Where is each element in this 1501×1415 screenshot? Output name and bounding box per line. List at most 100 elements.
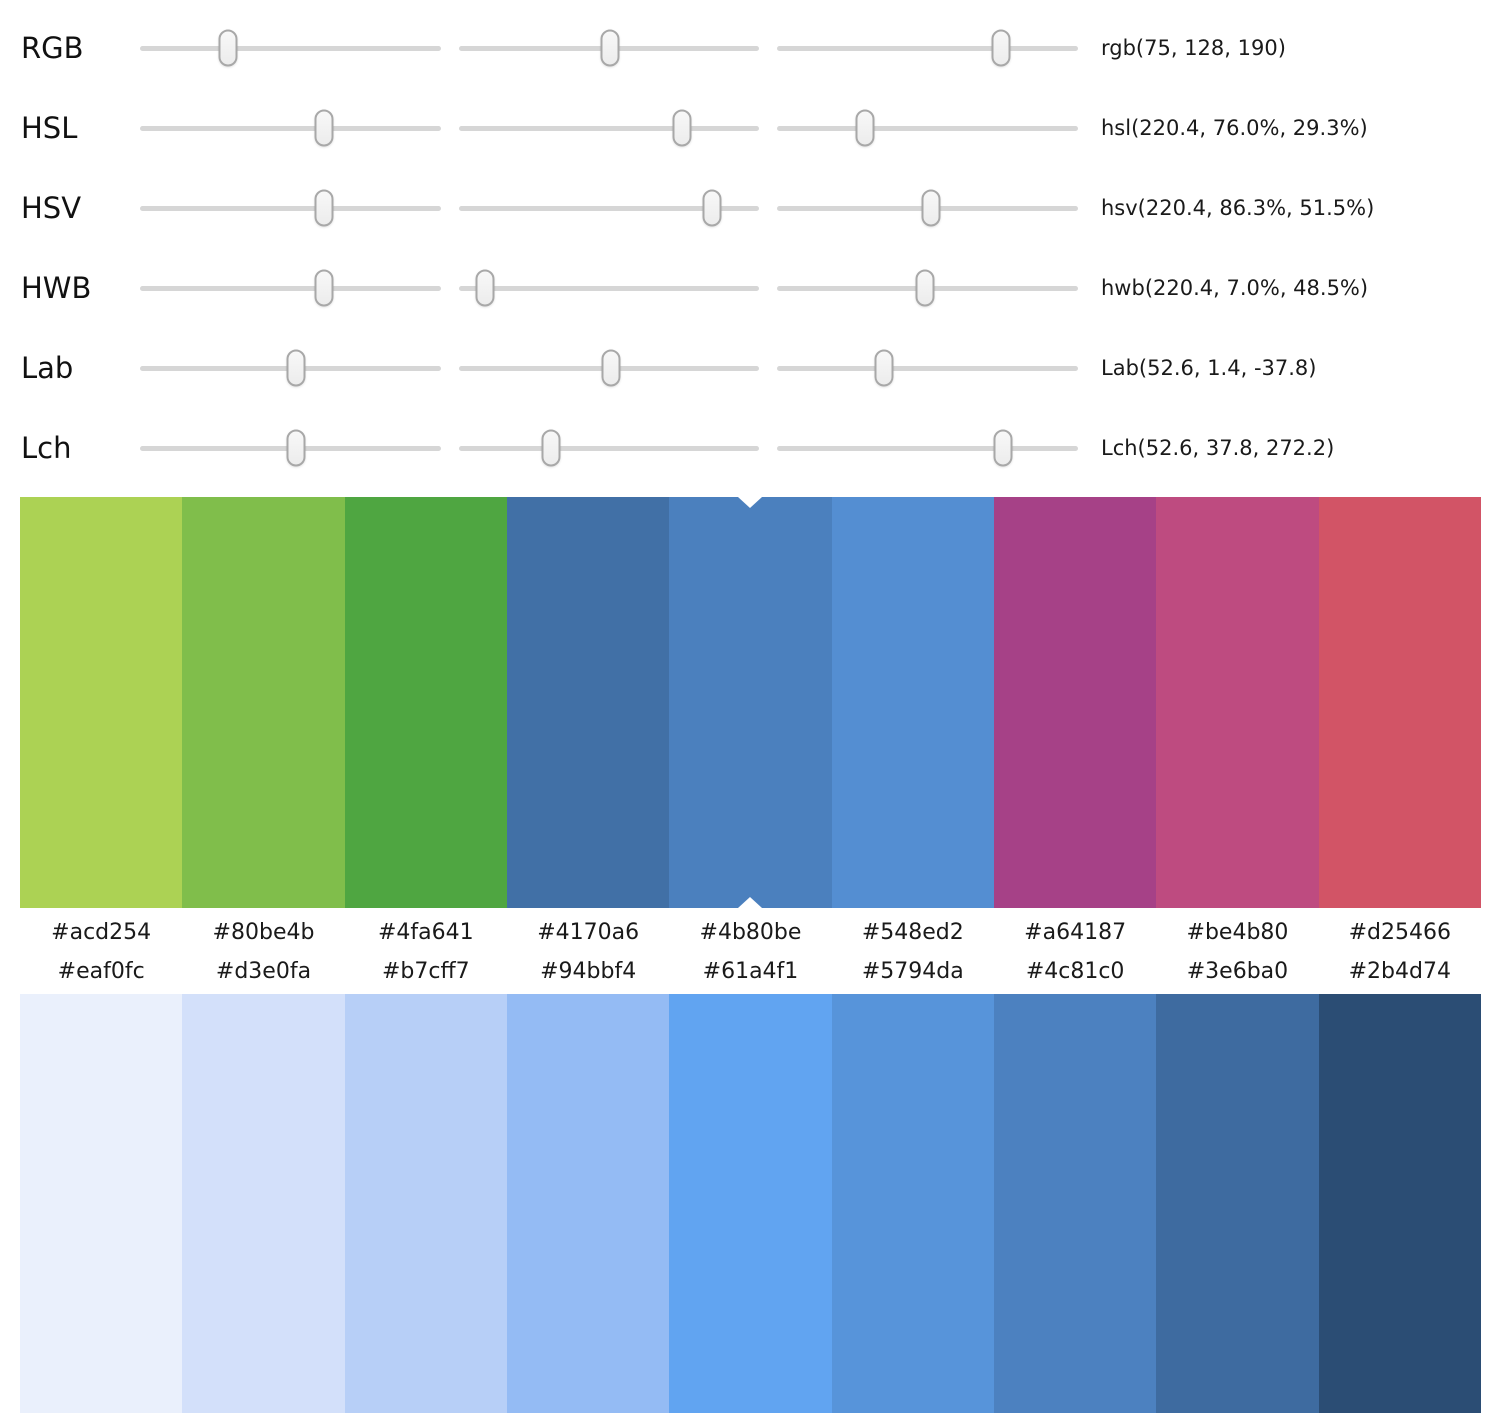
- colorspace-label: Lab: [21, 351, 74, 385]
- slider-track[interactable]: [777, 349, 1079, 387]
- swatch-hex-label: #4b80be: [699, 920, 802, 945]
- palette-swatch[interactable]: [506, 994, 670, 1413]
- palette-swatch-selected[interactable]: [669, 497, 832, 908]
- swatch-hex-label: #4fa641: [377, 920, 474, 945]
- colorspace-label: RGB: [21, 31, 84, 65]
- slider-thumb[interactable]: [672, 109, 692, 147]
- swatch-hex-label: #b7cff7: [381, 959, 470, 984]
- palette-swatch[interactable]: [831, 994, 994, 1413]
- palette-swatch[interactable]: [1318, 497, 1481, 908]
- slider-row: HWB hwb(220.4, 7.0%, 48.5%): [0, 248, 1501, 328]
- hue-palette: [20, 497, 1481, 908]
- colorspace-label: HSV: [21, 191, 82, 225]
- slider-thumb[interactable]: [218, 29, 238, 67]
- slider-thumb[interactable]: [874, 349, 894, 387]
- swatch-hex-label: #d3e0fa: [215, 959, 312, 984]
- swatch-hex-label: #4c81c0: [1025, 959, 1125, 984]
- palette-swatch[interactable]: [20, 497, 183, 908]
- slider-track[interactable]: [140, 29, 441, 67]
- slider-thumb[interactable]: [601, 349, 621, 387]
- palette-swatch[interactable]: [669, 994, 832, 1413]
- slider-row: HSV hsv(220.4, 86.3%, 51.5%): [0, 168, 1501, 248]
- slider-thumb[interactable]: [286, 349, 306, 387]
- slider-row: RGB rgb(75, 128, 190): [0, 8, 1501, 88]
- swatch-hex-label: #548ed2: [861, 920, 964, 945]
- swatch-hex-label: #5794da: [861, 959, 964, 984]
- palette-swatch[interactable]: [993, 994, 1157, 1413]
- palette-swatch[interactable]: [344, 497, 507, 908]
- slider-track[interactable]: [777, 189, 1079, 227]
- slider-row: HSL hsl(220.4, 76.0%, 29.3%): [0, 88, 1501, 168]
- colorspace-label: Lch: [21, 431, 72, 465]
- slider-track[interactable]: [140, 429, 441, 467]
- slider-thumb[interactable]: [475, 269, 495, 307]
- color-value-readout: rgb(75, 128, 190): [1101, 36, 1286, 60]
- palette-swatch[interactable]: [993, 497, 1157, 908]
- slider-track[interactable]: [140, 189, 441, 227]
- slider-track[interactable]: [140, 109, 441, 147]
- tint-palette: [20, 994, 1481, 1413]
- slider-track[interactable]: [458, 189, 760, 227]
- slider-track[interactable]: [458, 429, 760, 467]
- swatch-hex-label: #80be4b: [212, 920, 315, 945]
- slider-tracks: [140, 29, 1079, 67]
- swatch-hex-label: #d25466: [1348, 920, 1451, 945]
- swatch-hex-label: #61a4f1: [702, 959, 799, 984]
- hue-palette-hex-labels: #acd254 #80be4b #4fa641 #4170a6 #4b80be #548e…: [20, 908, 1481, 953]
- swatch-hex-label: #a64187: [1024, 920, 1127, 945]
- palette-swatch[interactable]: [182, 497, 345, 908]
- swatch-hex-label: #94bbf4: [540, 959, 637, 984]
- slider-track[interactable]: [140, 349, 441, 387]
- slider-track[interactable]: [777, 109, 1079, 147]
- palette-swatch[interactable]: [344, 994, 507, 1413]
- slider-thumb[interactable]: [921, 189, 941, 227]
- slider-track[interactable]: [458, 29, 760, 67]
- slider-thumb[interactable]: [855, 109, 875, 147]
- slider-tracks: [140, 269, 1079, 307]
- slider-track[interactable]: [458, 269, 760, 307]
- slider-row: Lch Lch(52.6, 37.8, 272.2): [0, 408, 1501, 488]
- colorspace-label: HWB: [21, 271, 92, 305]
- slider-thumb[interactable]: [314, 109, 334, 147]
- slider-track[interactable]: [777, 269, 1079, 307]
- color-slider-panel: RGB rgb(75, 128, 190) HSL: [0, 0, 1501, 488]
- palette-swatch[interactable]: [20, 994, 183, 1413]
- swatch-hex-label: #eaf0fc: [57, 959, 145, 984]
- color-value-readout: Lch(52.6, 37.8, 272.2): [1101, 436, 1335, 460]
- slider-thumb[interactable]: [541, 429, 561, 467]
- slider-track[interactable]: [140, 269, 441, 307]
- slider-thumb[interactable]: [600, 29, 620, 67]
- slider-track[interactable]: [458, 109, 760, 147]
- palette-swatch[interactable]: [1318, 994, 1481, 1413]
- palette-swatch[interactable]: [1156, 497, 1319, 908]
- slider-tracks: [140, 189, 1079, 227]
- slider-track[interactable]: [777, 429, 1079, 467]
- slider-thumb[interactable]: [314, 189, 334, 227]
- color-value-readout: hsv(220.4, 86.3%, 51.5%): [1101, 196, 1375, 220]
- colorspace-label: HSL: [21, 111, 78, 145]
- slider-tracks: [140, 109, 1079, 147]
- slider-thumb[interactable]: [702, 189, 722, 227]
- tint-palette-hex-labels: #eaf0fc #d3e0fa #b7cff7 #94bbf4 #61a4f1 #5794…: [20, 953, 1481, 994]
- swatch-hex-label: #4170a6: [537, 920, 640, 945]
- color-value-readout: hsl(220.4, 76.0%, 29.3%): [1101, 116, 1368, 140]
- swatch-hex-label: #be4b80: [1186, 920, 1289, 945]
- palette-swatch[interactable]: [506, 497, 670, 908]
- slider-thumb[interactable]: [314, 269, 334, 307]
- color-value-readout: Lab(52.6, 1.4, -37.8): [1101, 356, 1317, 380]
- color-value-readout: hwb(220.4, 7.0%, 48.5%): [1101, 276, 1369, 300]
- palette-swatch[interactable]: [831, 497, 994, 908]
- palette-swatch[interactable]: [1156, 994, 1319, 1413]
- slider-thumb[interactable]: [286, 429, 306, 467]
- slider-thumb[interactable]: [991, 29, 1011, 67]
- slider-row: Lab Lab(52.6, 1.4, -37.8): [0, 328, 1501, 408]
- slider-tracks: [140, 349, 1079, 387]
- swatch-hex-label: #3e6ba0: [1186, 959, 1289, 984]
- swatch-hex-label: #2b4d74: [1348, 959, 1451, 984]
- slider-track[interactable]: [777, 29, 1079, 67]
- slider-track[interactable]: [458, 349, 760, 387]
- palette-swatch[interactable]: [182, 994, 345, 1413]
- slider-thumb[interactable]: [915, 269, 935, 307]
- swatch-hex-label: #acd254: [51, 920, 152, 945]
- slider-thumb[interactable]: [993, 429, 1013, 467]
